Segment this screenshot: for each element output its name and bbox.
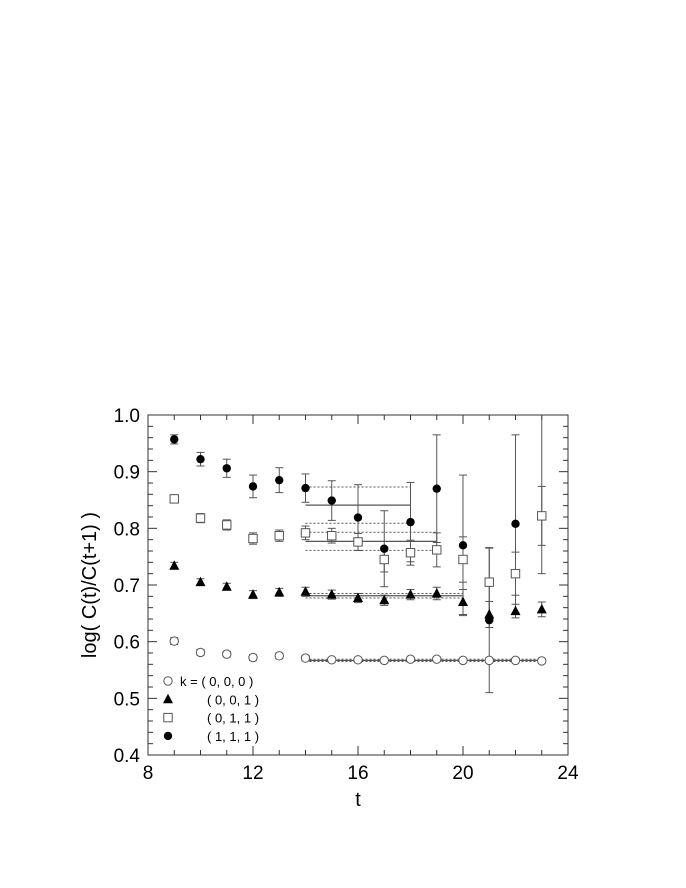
data-point: [327, 531, 337, 541]
data-point: [195, 647, 206, 658]
y-tick-label: 0.6: [114, 633, 140, 654]
data-point: [484, 577, 494, 587]
data-point: [274, 586, 285, 597]
tick-labels: 8 12 16 20 24 0.4 0.5 0.6 0.7 0.8 0.9 1.0: [114, 406, 579, 784]
legend-label: ( 0, 1, 1 ): [207, 711, 259, 726]
data-point: [432, 484, 441, 493]
data-point: [195, 513, 206, 523]
legend-label: ( 0, 0, 1 ): [207, 692, 259, 707]
data-point: [510, 605, 521, 616]
legend: k = ( 0, 0, 0 ) ( 0, 0, 1 ) ( 0, 1, 1 ) ( 1…: [163, 674, 259, 744]
data-point: [275, 475, 284, 485]
data-point: [248, 482, 258, 491]
data-point: [405, 589, 416, 599]
data-point: [536, 603, 547, 614]
y-tick-label: 0.9: [114, 463, 140, 484]
data-point: [301, 483, 310, 493]
data-point: [222, 464, 231, 473]
data-point: [196, 455, 205, 464]
legend-label: k = ( 0, 0, 0 ): [180, 674, 253, 689]
data-point: [353, 513, 363, 522]
x-axis-title: t: [355, 789, 361, 811]
data-point: [458, 541, 468, 550]
tick-marks: [147, 414, 569, 756]
data-point: [379, 594, 390, 605]
data-point: [431, 588, 442, 598]
data-point: [300, 528, 311, 538]
x-tick-label: 16: [347, 763, 368, 784]
data-point: [169, 560, 180, 570]
data-point: [221, 581, 232, 591]
data-point: [222, 649, 232, 659]
data-point: [405, 654, 416, 664]
data-point: [274, 651, 284, 661]
data-point: [510, 568, 521, 579]
data-point: [300, 653, 311, 663]
data-point: [300, 586, 311, 596]
data-point: [484, 608, 495, 619]
data-point: [379, 655, 389, 666]
data-point: [510, 655, 521, 666]
fit-lines: [305, 486, 542, 662]
data-point: [170, 435, 179, 444]
y-tick-label: 1.0: [114, 406, 140, 427]
data-point: [537, 656, 547, 666]
data-point: [458, 596, 468, 606]
x-tick-label: 12: [242, 763, 263, 784]
data-point: [484, 655, 494, 666]
legend-label: ( 1, 1, 1 ): [207, 729, 259, 744]
data-point: [405, 548, 416, 558]
data-point: [380, 544, 389, 553]
x-tick-label: 20: [452, 763, 473, 784]
legend-marker: [163, 712, 173, 723]
data-point: [248, 652, 258, 663]
y-tick-label: 0.5: [114, 689, 140, 710]
data-point: [379, 554, 389, 565]
data-point: [458, 554, 468, 565]
y-tick-label: 0.7: [114, 576, 140, 597]
y-tick-label: 0.4: [114, 746, 141, 767]
data-point: [327, 655, 337, 665]
data-point: [406, 517, 415, 527]
data-point: [326, 589, 337, 599]
data-point: [353, 592, 363, 603]
data-point: [511, 519, 520, 528]
data-point: [169, 636, 179, 646]
x-tick-label: 24: [557, 763, 579, 784]
data-point: [169, 494, 179, 504]
data-point: [458, 655, 468, 666]
y-tick-label: 0.8: [114, 519, 140, 540]
data-point: [353, 537, 363, 547]
data-markers: [169, 435, 547, 666]
x-tick-label: 8: [143, 763, 154, 784]
data-point: [485, 615, 494, 625]
y-axis-title: log( C(t)/C(t+1) ): [79, 512, 101, 658]
data-point: [353, 655, 363, 665]
data-point: [222, 520, 232, 530]
legend-marker: [163, 676, 173, 686]
data-point: [432, 654, 442, 664]
data-point: [248, 589, 258, 599]
data-point: [248, 533, 258, 544]
data-point: [195, 576, 206, 587]
legend-marker: [163, 731, 173, 741]
legend-marker: [163, 693, 173, 704]
data-point: [327, 496, 336, 505]
data-point: [432, 545, 442, 555]
data-point: [537, 511, 547, 521]
data-point: [274, 531, 284, 541]
